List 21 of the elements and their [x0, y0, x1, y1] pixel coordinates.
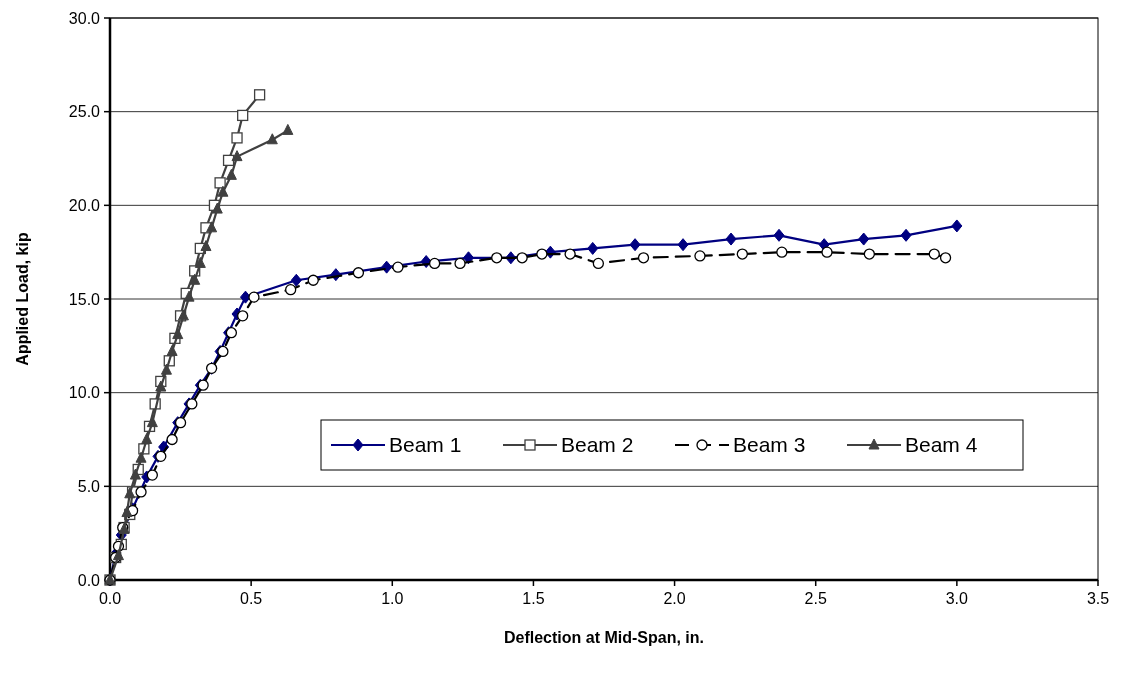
y-tick-label: 5.0: [77, 477, 101, 495]
y-tick-label: 25.0: [68, 103, 101, 121]
x-tick-label: 0.5: [240, 590, 263, 607]
x-tick-label: 1.5: [522, 590, 545, 607]
y-tick-label: 10.0: [68, 384, 101, 402]
y-tick-label: 20.0: [68, 196, 101, 214]
y-axis-title: Applied Load, kip: [14, 232, 31, 366]
legend-label: Beam 1: [389, 433, 462, 457]
x-tick-label: 3.0: [945, 590, 969, 607]
y-tick-label: 15.0: [68, 290, 101, 308]
x-tick-label: 3.5: [1086, 590, 1110, 607]
y-tick-label: 30.0: [68, 9, 101, 27]
legend-label: Beam 2: [561, 433, 634, 457]
y-tick-label: 0.0: [77, 571, 101, 589]
legend-label: Beam 3: [733, 433, 806, 457]
x-tick-label: 2.5: [804, 590, 827, 607]
x-tick-label: 2.0: [663, 590, 686, 607]
x-axis-title: Deflection at Mid-Span, in.: [503, 629, 705, 646]
legend-label: Beam 4: [905, 433, 978, 457]
x-tick-label: 1.0: [381, 590, 404, 607]
x-tick-label: 0.0: [98, 590, 122, 607]
